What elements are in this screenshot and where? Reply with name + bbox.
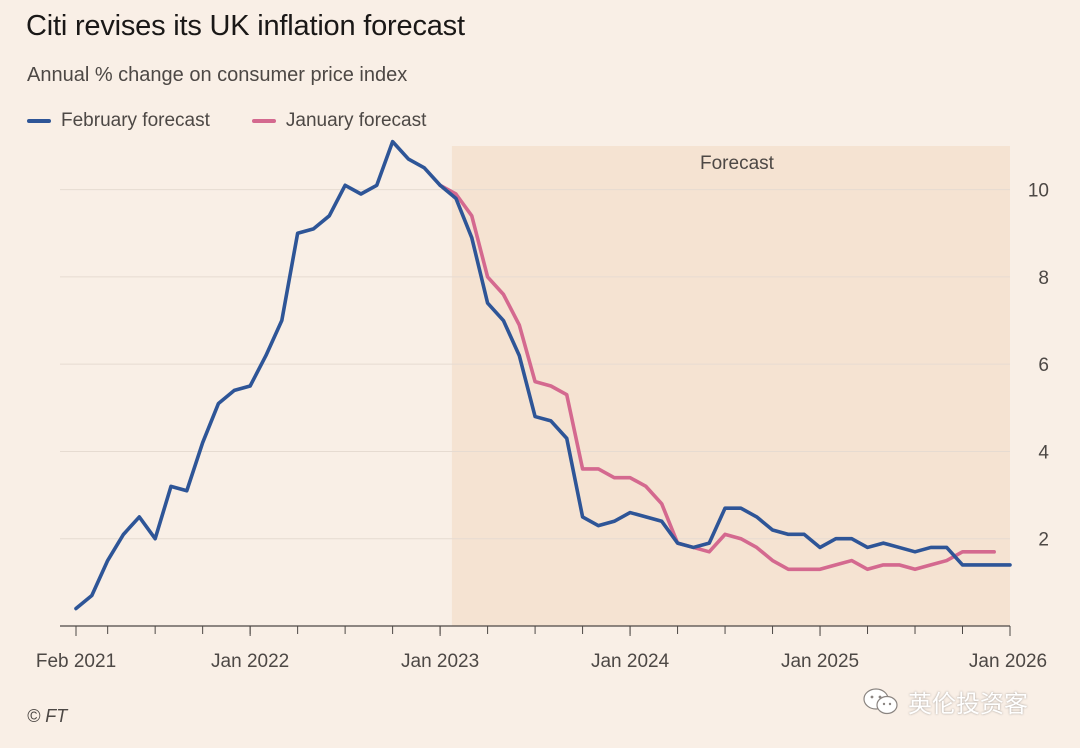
legend-swatch-january [251, 119, 276, 123]
y-tick-label-8: 8 [1038, 268, 1049, 289]
legend-label-february: February forecast [61, 110, 210, 131]
chart-title: Citi revises its UK inflation forecast [26, 10, 465, 42]
legend-item-january: January forecast [251, 110, 427, 132]
wechat-icon [863, 687, 898, 714]
source-credit: © FT [27, 706, 68, 726]
watermark-text: 英伦投资客 [908, 691, 1028, 718]
forecast-region [451, 146, 1010, 626]
y-tick-label-6: 6 [1038, 355, 1049, 376]
chart-subtitle: Annual % change on consumer price index [27, 64, 408, 86]
legend-item-february: February forecast [27, 110, 210, 132]
series-line-february [74, 139, 1012, 611]
legend-swatch-february [27, 119, 51, 123]
y-tick-label-4: 4 [1038, 442, 1049, 463]
x-tick-label-1: Jan 2022 [211, 651, 289, 672]
legend-label-january: January forecast [285, 110, 427, 131]
series-line-january [438, 183, 996, 572]
y-tick-label-2: 2 [1038, 530, 1049, 551]
y-tick-label-10: 10 [1028, 181, 1049, 202]
x-tick-label-4: Jan 2025 [781, 651, 859, 672]
x-tick-label-3: Jan 2024 [591, 651, 670, 672]
x-tick-label-2: Jan 2023 [401, 651, 479, 672]
forecast-label: Forecast [700, 153, 775, 174]
legend: February forecast January forecast [27, 110, 468, 132]
watermark: 英伦投资客 [862, 684, 1028, 719]
x-tick-label-5: Jan 2026 [969, 651, 1047, 672]
x-tick-label-0: Feb 2021 [36, 651, 116, 672]
